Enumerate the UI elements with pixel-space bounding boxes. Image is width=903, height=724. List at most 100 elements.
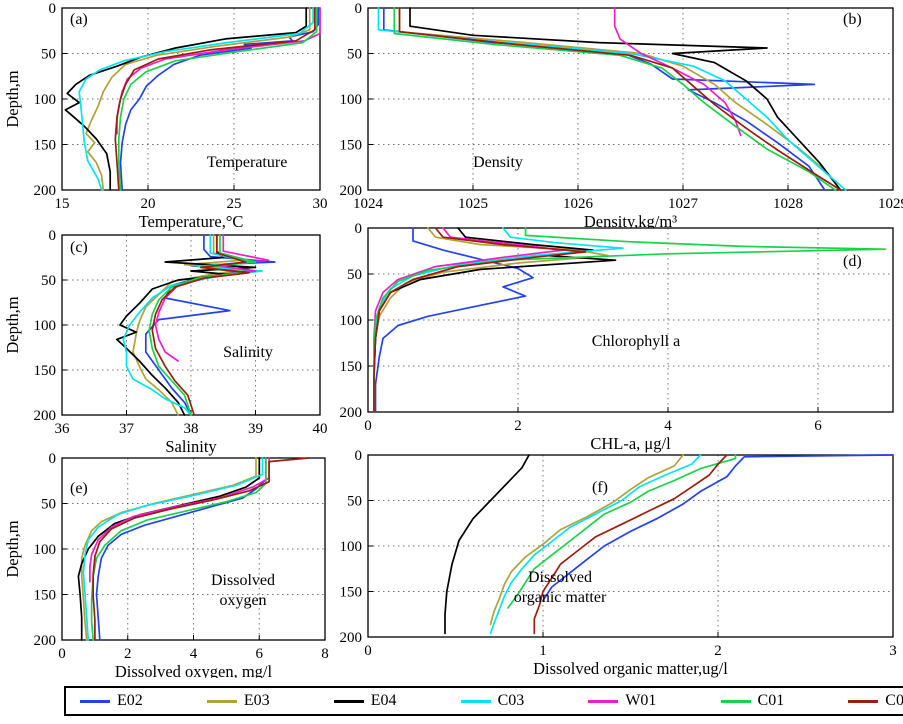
y-axis-label: Depth,m — [3, 70, 22, 127]
panel-letter: (f) — [592, 479, 608, 496]
y-tick-label: 200 — [34, 633, 57, 649]
x-axis-label: CHL-a, μg/l — [590, 434, 671, 453]
y-tick-label: 50 — [41, 497, 56, 513]
x-tick-label: 6 — [814, 418, 822, 434]
x-tick-label: 3 — [889, 643, 897, 659]
x-axis-label: Temperature,°C — [139, 212, 244, 231]
y-tick-label: 100 — [34, 92, 57, 108]
x-tick-label: 38 — [184, 421, 199, 437]
y-tick-label: 200 — [340, 405, 363, 421]
series-E03 — [132, 234, 250, 416]
y-tick-label: 150 — [34, 588, 57, 604]
y-tick-label: 100 — [34, 542, 57, 558]
series-E02 — [119, 7, 320, 191]
legend-item-E04: E04 — [333, 692, 397, 710]
legend-item-W01: W01 — [588, 692, 656, 710]
legend-label: W01 — [625, 692, 657, 709]
series-E04 — [409, 7, 842, 191]
panel-chlorophyll-a: 0 2 4 6 0 50 100 150 200 CHL-a, μg/l Chlorophyll a… — [340, 221, 894, 453]
x-tick-label: 4 — [664, 418, 672, 434]
panel-dissolved-organic-matter: 0 1 2 3 0 50 100 150 200 Dissolved organic matter… — [340, 448, 897, 678]
y-tick-label: 50 — [41, 47, 56, 63]
panel-title: Salinity — [223, 344, 273, 361]
x-tick-label: 8 — [321, 646, 329, 662]
series-C02 — [151, 234, 250, 416]
y-axis-label: Depth,m — [3, 520, 22, 577]
x-axis-label: Density,kg/m³ — [584, 212, 677, 231]
x-tick-label: 1027 — [668, 196, 699, 212]
legend-line-swatch — [588, 699, 619, 703]
x-axis-label: Dissolved oxygen, mg/l — [115, 662, 273, 678]
series-E02 — [374, 227, 534, 413]
legend-item-E03: E03 — [206, 692, 270, 710]
series-C01 — [373, 227, 887, 413]
series-E04 — [115, 234, 257, 416]
legend-item-C01: C01 — [720, 692, 785, 710]
x-tick-label: 39 — [248, 421, 263, 437]
series-C03 — [78, 7, 314, 191]
x-tick-label: 30 — [313, 196, 328, 212]
y-tick-label: 150 — [340, 359, 363, 375]
x-tick-label: 1 — [539, 643, 547, 659]
legend-line-swatch — [460, 699, 491, 703]
panel-title: Temperature — [207, 154, 288, 171]
y-tick-label: 50 — [347, 47, 362, 63]
panel-title: oxygen — [219, 592, 266, 609]
legend-label: C01 — [757, 692, 785, 709]
legend-label: E02 — [117, 692, 143, 709]
x-tick-label: 1024 — [353, 196, 384, 212]
panel-letter: (d) — [843, 253, 862, 270]
y-tick-label: 50 — [347, 494, 362, 510]
legend-item-E02: E02 — [80, 692, 143, 710]
y-tick-label: 200 — [340, 630, 363, 646]
legend-item-C03: C03 — [460, 692, 525, 710]
series-E04 — [64, 7, 308, 191]
series-C02 — [533, 454, 728, 635]
legend-label: C03 — [497, 692, 525, 709]
panel-letter: (b) — [843, 11, 862, 28]
series-C02 — [398, 7, 842, 191]
y-tick-label: 0 — [355, 221, 363, 237]
y-tick-label: 0 — [49, 451, 57, 467]
plots-svg: 15 20 25 30050100150200Temperature,°CDepth,… — [3, 1, 903, 678]
panel-title: Dissolved — [528, 569, 592, 586]
series-C02 — [373, 227, 587, 413]
series-E02 — [542, 454, 894, 602]
x-tick-label: 0 — [364, 643, 372, 659]
series-C01 — [90, 457, 267, 641]
legend-label: C02 — [885, 692, 903, 709]
y-tick-label: 0 — [355, 448, 363, 464]
panel-density: 1024 1025 1026 1027 1028 1029 0 50 100 150 200 Dens… — [340, 1, 903, 231]
x-tick-label: 15 — [55, 196, 70, 212]
panel-temperature: 15 20 25 30 0 50 100 150 200 Temperature,°C Depth,… — [3, 1, 328, 231]
y-tick-label: 200 — [340, 183, 363, 199]
series-W01 — [89, 457, 270, 583]
legend-line-swatch — [333, 699, 364, 703]
x-tick-label: 2 — [714, 643, 722, 659]
panel-title: organic matter — [514, 589, 607, 606]
x-axis-label: Salinity — [165, 437, 217, 456]
series-C01 — [117, 7, 318, 191]
panel-title: Chlorophyll a — [592, 333, 680, 350]
series-E03 — [85, 7, 311, 191]
series-C03 — [122, 234, 263, 416]
legend-line-swatch — [848, 699, 879, 703]
x-tick-label: 0 — [58, 646, 66, 662]
y-tick-label: 100 — [340, 539, 363, 555]
y-tick-label: 150 — [34, 138, 57, 154]
y-tick-label: 50 — [41, 273, 56, 289]
y-tick-label: 150 — [34, 363, 57, 379]
series-C03 — [82, 457, 264, 641]
series-E02 — [95, 457, 267, 641]
y-tick-label: 200 — [34, 183, 57, 199]
legend-label: E03 — [243, 692, 270, 709]
y-tick-label: 150 — [340, 138, 363, 154]
series-C02 — [114, 7, 316, 191]
x-tick-label: 36 — [55, 421, 71, 437]
x-tick-label: 1028 — [773, 196, 803, 212]
y-tick-label: 0 — [49, 228, 57, 244]
series-C01 — [393, 7, 837, 191]
series-E04 — [77, 457, 261, 641]
y-tick-label: 50 — [347, 267, 362, 283]
